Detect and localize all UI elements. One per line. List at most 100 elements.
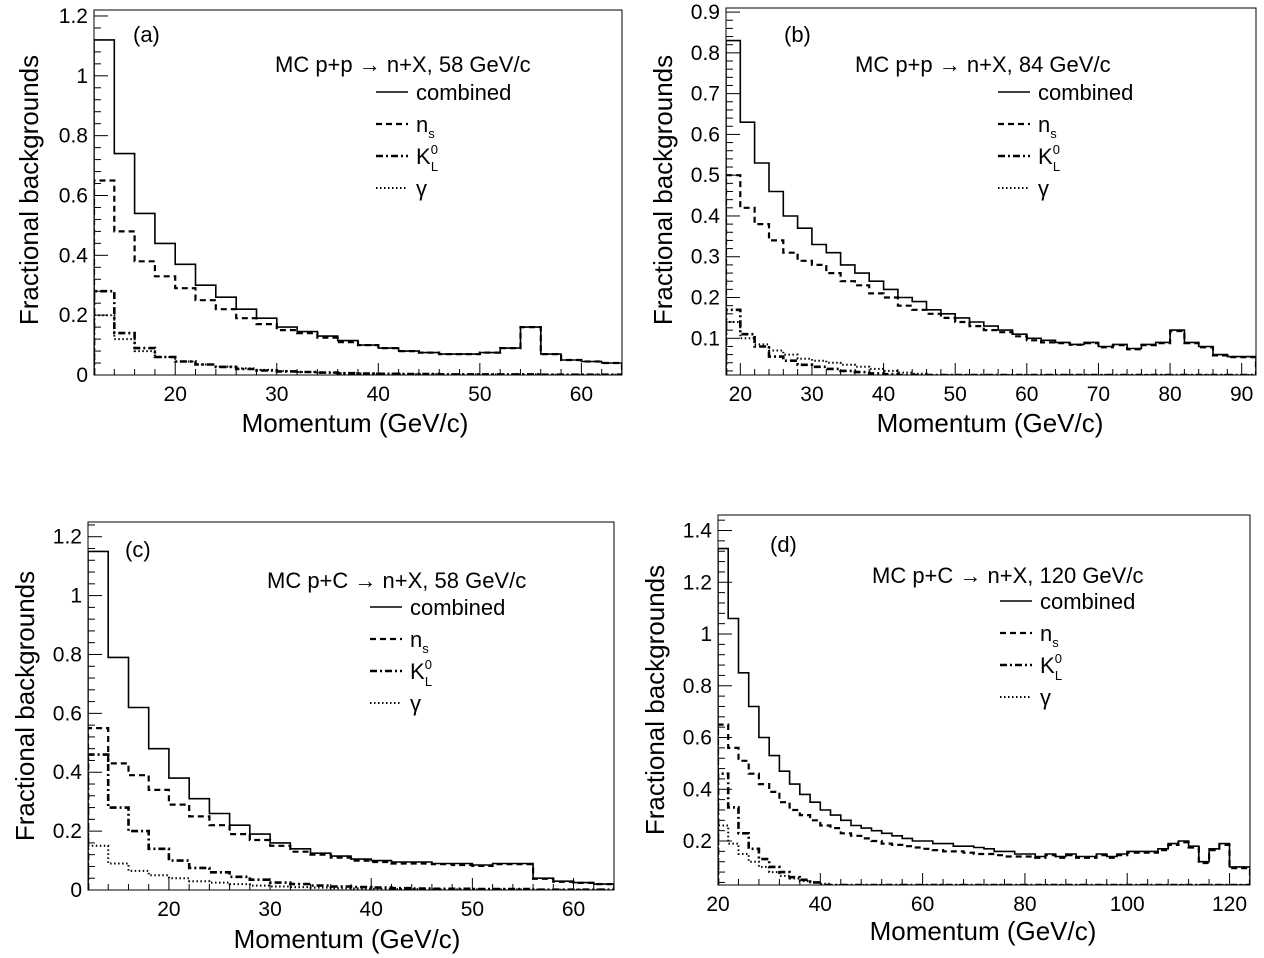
y-axis-title: Fractional backgrounds <box>14 55 44 325</box>
y-tick-label: 0.6 <box>691 123 720 146</box>
chart-title: MC p+p → n+X, 84 GeV/c <box>855 52 1111 77</box>
legend-entry-1: combined <box>1040 589 1135 614</box>
y-tick-label: 1.2 <box>59 5 88 28</box>
x-tick-label: 20 <box>164 383 187 406</box>
x-tick-label: 50 <box>468 383 491 406</box>
chart-panel-4: 20 40 60 80 100 120 0.2 0.4 0.6 0.8 1 1.2 1.4 Momentu… <box>640 514 1251 946</box>
legend-entry-sup: 0 <box>431 142 438 157</box>
x-tick-label: 100 <box>1110 893 1145 916</box>
legend-entry-4: γ <box>1040 685 1051 710</box>
legend-entry-sub: L <box>431 159 438 174</box>
x-axis-title: Momentum (GeV/c) <box>870 916 1097 946</box>
panel-label: (b) <box>784 22 811 47</box>
legend-entry-2: ns <box>1038 112 1057 141</box>
chart-panel-1: 20 30 40 50 60 0 0.2 0.4 0.6 0.8 1 1.2 Momentum (GeV… <box>14 5 623 438</box>
legend-entry-4: γ <box>410 691 421 716</box>
series-line-2 <box>718 723 1250 885</box>
chart-panel-3: 20 30 40 50 60 0 0.2 0.4 0.6 0.8 1 1.2 Momentum (GeV… <box>10 521 615 954</box>
y-tick-label: 0 <box>76 364 88 387</box>
y-tick-label: 1.4 <box>683 520 713 543</box>
x-tick-label: 30 <box>258 898 281 921</box>
chart-title: MC p+C → n+X, 120 GeV/c <box>872 563 1143 588</box>
series-line-3 <box>88 753 614 890</box>
chart-title: MC p+p → n+X, 58 GeV/c <box>275 52 531 77</box>
x-axis-title: Momentum (GeV/c) <box>877 408 1104 438</box>
x-tick-label: 80 <box>1158 383 1181 406</box>
legend-entry-1: combined <box>1038 80 1133 105</box>
x-tick-label: 40 <box>367 383 390 406</box>
legend-entry-base: combined <box>416 80 511 105</box>
y-tick-label: 0 <box>70 879 82 902</box>
legend-entry-base: n <box>410 627 422 652</box>
y-tick-label: 0.8 <box>53 643 82 666</box>
y-axis-title: Fractional backgrounds <box>10 571 40 841</box>
y-tick-label: 1.2 <box>53 526 82 549</box>
panel-label: (d) <box>770 532 797 557</box>
x-tick-label: 40 <box>360 898 383 921</box>
x-tick-label: 120 <box>1212 893 1247 916</box>
x-tick-label: 30 <box>800 383 823 406</box>
legend-entry-base: K <box>410 659 425 684</box>
legend-entry-base: n <box>416 112 428 137</box>
legend-entry-sub: s <box>422 641 429 656</box>
series-line-1 <box>726 39 1256 375</box>
y-axis-title: Fractional backgrounds <box>648 55 678 325</box>
y-tick-label: 1 <box>70 585 82 608</box>
legend-entry-4: γ <box>1038 176 1049 201</box>
legend-entry-2: ns <box>410 627 429 656</box>
y-tick-label: 0.1 <box>691 327 720 350</box>
y-tick-label: 0.2 <box>691 287 720 310</box>
y-axis-title: Fractional backgrounds <box>640 565 670 835</box>
x-tick-label: 20 <box>706 893 729 916</box>
legend-entry-1: combined <box>416 80 511 105</box>
legend-entry-base: combined <box>1040 589 1135 614</box>
panel-label: (a) <box>133 22 160 47</box>
legend-entry-sup: 0 <box>1055 651 1062 666</box>
legend-entry-base: γ <box>416 176 427 201</box>
series-group <box>726 39 1256 375</box>
y-tick-label: 0.4 <box>53 761 83 784</box>
legend-entry-base: combined <box>1038 80 1133 105</box>
series-group <box>94 39 622 375</box>
x-tick-label: 70 <box>1087 383 1110 406</box>
y-tick-label: 0.8 <box>59 125 88 148</box>
series-line-1 <box>94 39 622 375</box>
x-tick-label: 60 <box>570 383 593 406</box>
chart-panel-2: 20 30 40 50 60 70 80 90 0.1 0.2 0.3 0.4 0.5 0.6 0.7 0.8… <box>648 1 1257 438</box>
legend-entry-base: γ <box>1040 685 1051 710</box>
legend-entry-base: n <box>1040 621 1052 646</box>
legend-entry-sup: 0 <box>425 657 432 672</box>
x-axis-title: Momentum (GeV/c) <box>234 924 461 954</box>
series-line-2 <box>726 174 1256 375</box>
y-tick-label: 0.4 <box>683 778 713 801</box>
legend-entry-sub: L <box>1053 159 1060 174</box>
x-tick-label: 60 <box>1015 383 1038 406</box>
legend-entry-2: ns <box>416 112 435 141</box>
legend-entry-base: γ <box>1038 176 1049 201</box>
series-line-3 <box>726 308 1256 375</box>
y-tick-label: 0.2 <box>59 304 88 327</box>
x-tick-label: 90 <box>1230 383 1253 406</box>
legend-entry-base: K <box>1038 144 1053 169</box>
legend-entry-sub: s <box>428 126 435 141</box>
y-tick-label: 0.6 <box>53 702 82 725</box>
y-tick-label: 1.2 <box>683 571 712 594</box>
y-tick-label: 0.7 <box>691 83 720 106</box>
y-tick-label: 0.6 <box>683 727 712 750</box>
legend-entry-sub: s <box>1050 126 1057 141</box>
x-tick-label: 20 <box>729 383 752 406</box>
series-line-3 <box>718 772 1250 885</box>
chart-title: MC p+C → n+X, 58 GeV/c <box>267 568 526 593</box>
y-tick-label: 0.5 <box>691 164 720 187</box>
y-tick-label: 1 <box>700 623 712 646</box>
legend-entry-3: K0 L <box>416 142 438 174</box>
x-tick-label: 80 <box>1013 893 1036 916</box>
legend-entry-base: K <box>416 144 431 169</box>
y-tick-label: 0.4 <box>691 205 721 228</box>
series-line-2 <box>88 727 614 890</box>
x-tick-label: 30 <box>265 383 288 406</box>
legend-entry-base: K <box>1040 653 1055 678</box>
